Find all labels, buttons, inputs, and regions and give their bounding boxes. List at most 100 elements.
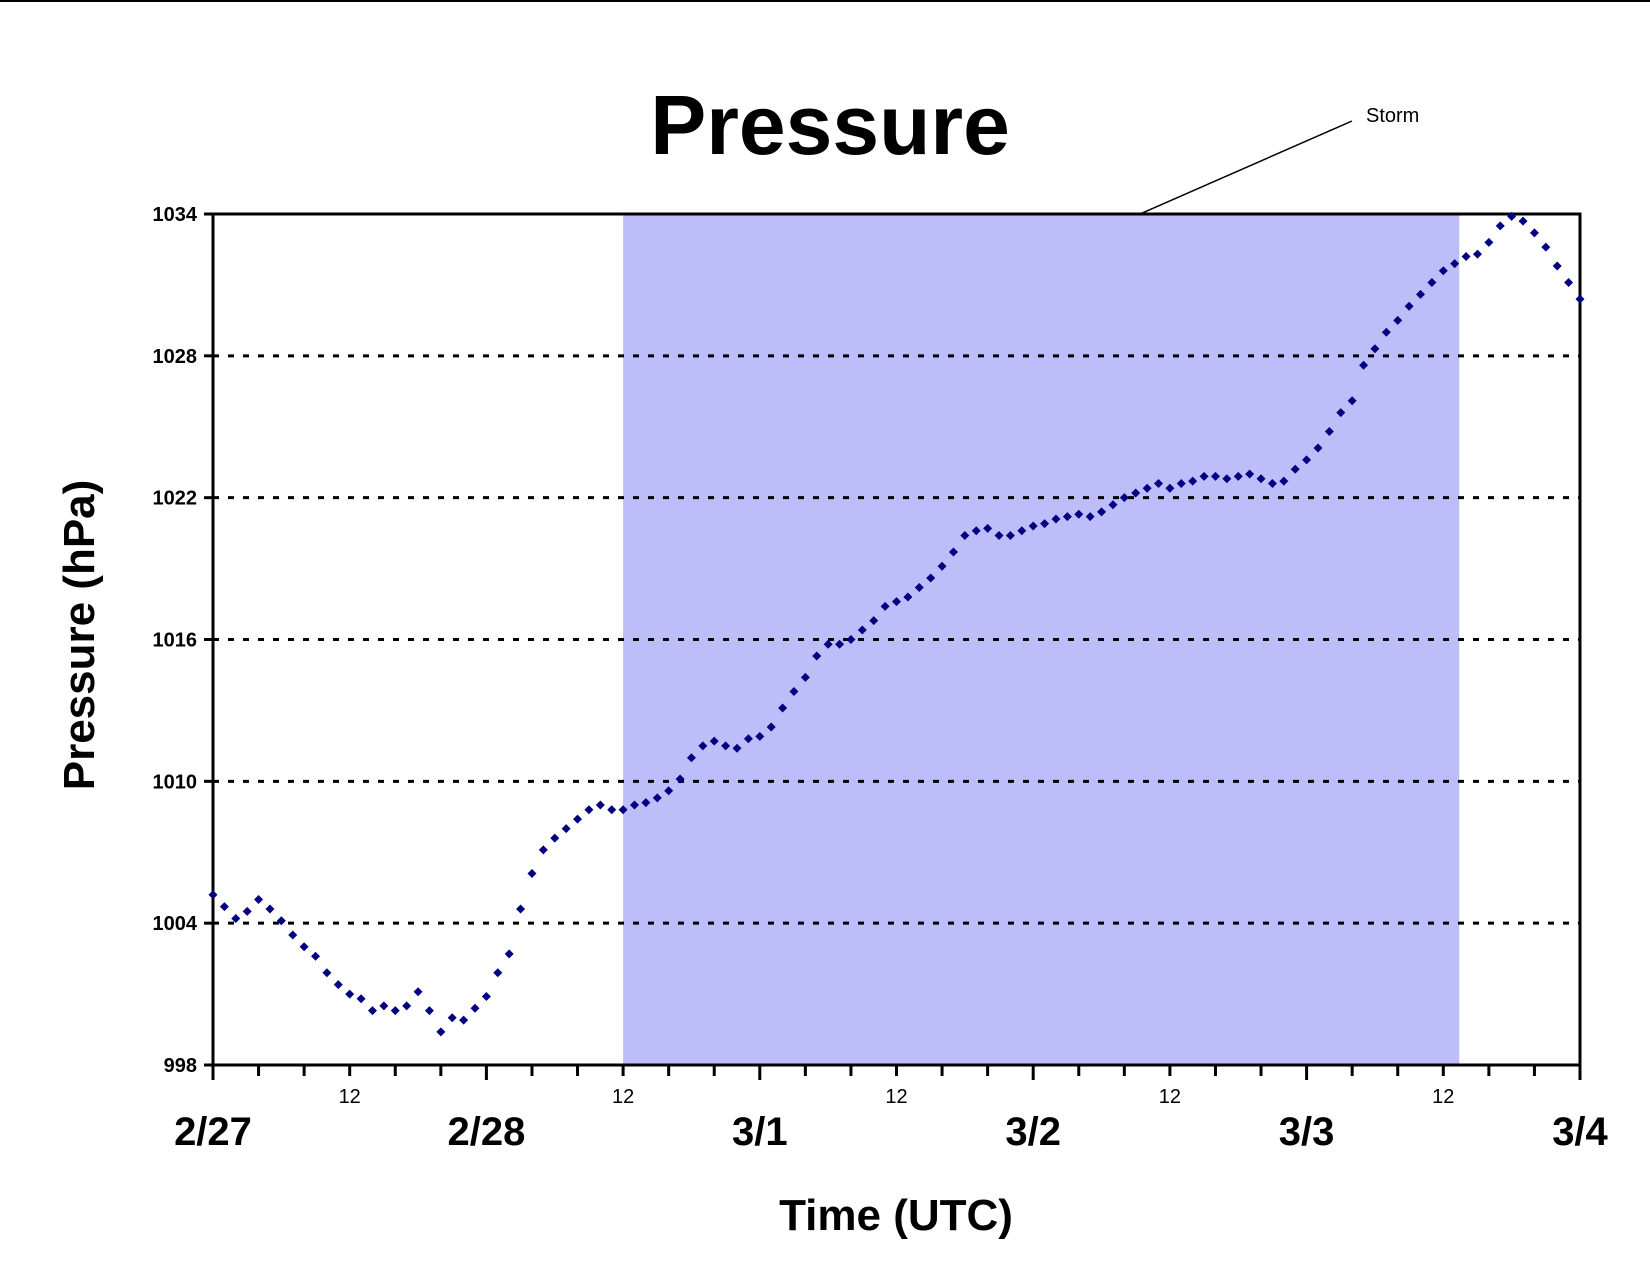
data-point [1393,315,1403,325]
data-point [1199,471,1209,481]
data-point [607,805,617,815]
data-point [1267,478,1277,488]
data-point [1017,526,1027,536]
data-point [1381,327,1391,337]
x-day-tick-label: 3/4 [1552,1110,1608,1154]
y-tick-label: 1010 [153,771,198,793]
data-point [721,741,731,751]
data-point [1336,408,1346,418]
data-point [937,561,947,571]
data-point [641,798,651,808]
storm-annotation-label: Storm [1366,105,1419,127]
data-point [504,949,514,959]
data-point [732,743,742,753]
data-point [1472,249,1482,259]
data-point [219,902,229,912]
data-point [880,601,890,611]
data-point [1165,483,1175,493]
data-point [242,906,252,916]
data-point [778,703,788,713]
data-point [1347,396,1357,406]
data-point [493,968,503,978]
data-point [322,968,332,978]
data-point [1074,509,1084,519]
data-point [1438,266,1448,276]
data-point [1461,252,1471,262]
data-point [823,639,833,649]
y-axis-title: Pressure (hPa) [55,480,104,791]
data-point [1279,476,1289,486]
storm-annotation-leader [1139,120,1353,215]
data-point [1188,476,1198,486]
data-point [1097,507,1107,517]
data-point [413,987,423,997]
data-point [869,616,879,626]
x-axis-ticks: 12 12 12 12 12 2/27 2/28 3/1 3/2 3/3 3/4 [174,1065,1609,1154]
data-point [1541,242,1551,252]
data-point [1518,216,1528,226]
data-point [1233,471,1243,481]
data-point [948,547,958,557]
data-point [652,793,662,803]
data-point [208,890,218,900]
y-tick-label: 1004 [153,913,198,935]
data-point [1051,514,1061,524]
data-point [983,523,993,533]
data-point [276,916,286,926]
data-point [1028,521,1038,531]
data-point [1085,512,1095,522]
data-point [629,800,639,810]
data-point [994,530,1004,540]
data-point [1131,488,1141,498]
data-point [424,1006,434,1016]
data-point [857,625,867,635]
data-point [1575,294,1585,304]
data-point [1370,344,1380,354]
data-point [595,800,605,810]
x-hour-tick-label: 12 [1432,1086,1454,1108]
data-point [584,805,594,815]
data-point [447,1013,457,1023]
x-day-tick-label: 3/2 [1005,1110,1061,1154]
x-hour-tick-label: 12 [885,1086,907,1108]
data-point [345,989,355,999]
data-point [1552,261,1562,271]
y-tick-label: 998 [164,1055,197,1077]
data-point [1450,259,1460,269]
data-point [812,651,822,661]
data-point [436,1027,446,1037]
data-point [311,951,321,961]
data-point [1005,530,1015,540]
data-point [914,582,924,592]
data-point [800,672,810,682]
data-point [1256,474,1266,484]
data-point [1416,289,1426,299]
y-tick-label: 1016 [153,630,198,652]
data-point [1245,469,1255,479]
pressure-series [208,211,1585,1037]
data-point [846,635,856,644]
data-point [527,869,537,879]
data-point [1404,301,1414,311]
data-point [1154,478,1164,488]
data-point [1484,237,1494,247]
data-point [1302,455,1312,465]
data-point [390,1006,400,1016]
x-hour-tick-label: 12 [339,1086,361,1108]
y-axis-ticks: 998 1004 1010 1016 1022 1028 1034 [153,204,213,1077]
data-point [960,530,970,540]
data-point [743,734,753,744]
data-point [1324,426,1334,436]
data-point [573,814,583,824]
data-point [675,774,685,784]
data-point [231,913,241,923]
data-point [299,942,309,952]
data-point [1507,211,1517,221]
data-point [1359,360,1369,370]
data-point [1290,464,1300,474]
data-point [481,991,491,1001]
data-point [698,741,708,751]
data-point [1313,443,1323,453]
y-tick-label: 1028 [153,346,198,368]
